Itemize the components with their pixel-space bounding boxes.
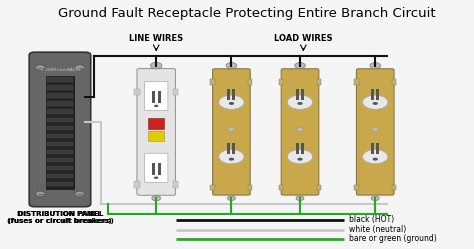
Circle shape bbox=[75, 65, 84, 70]
Circle shape bbox=[219, 150, 244, 164]
Circle shape bbox=[228, 127, 235, 131]
Circle shape bbox=[75, 191, 84, 196]
FancyBboxPatch shape bbox=[145, 81, 168, 111]
Bar bbox=[46, 85, 73, 90]
Bar bbox=[354, 185, 359, 190]
Bar bbox=[157, 163, 161, 175]
Bar bbox=[148, 131, 164, 141]
Circle shape bbox=[154, 105, 158, 107]
Bar bbox=[232, 143, 236, 154]
FancyBboxPatch shape bbox=[356, 69, 394, 195]
Circle shape bbox=[219, 95, 244, 109]
Bar bbox=[46, 166, 73, 170]
Circle shape bbox=[287, 95, 313, 109]
Bar bbox=[173, 89, 178, 95]
Bar bbox=[152, 163, 155, 175]
Bar bbox=[227, 89, 230, 100]
Bar bbox=[301, 143, 304, 154]
Bar bbox=[376, 143, 379, 154]
Bar bbox=[46, 134, 73, 138]
Circle shape bbox=[229, 102, 234, 105]
Circle shape bbox=[154, 177, 158, 179]
Text: Ground Fault Receptacle Protecting Entire Branch Circuit: Ground Fault Receptacle Protecting Entir… bbox=[58, 7, 436, 20]
Text: DISTRIBUTION PANEL
(fuses or circuit breakers): DISTRIBUTION PANEL (fuses or circuit bre… bbox=[7, 211, 113, 224]
Circle shape bbox=[363, 95, 388, 109]
Bar bbox=[134, 89, 140, 95]
Bar bbox=[46, 101, 73, 106]
Bar bbox=[392, 185, 396, 190]
Bar bbox=[317, 185, 321, 190]
Bar bbox=[248, 79, 253, 85]
Bar bbox=[248, 185, 253, 190]
Text: DISTRIBUTION PANEL
(fuses or circuit breakers): DISTRIBUTION PANEL (fuses or circuit bre… bbox=[8, 211, 112, 224]
Bar bbox=[279, 79, 283, 85]
FancyBboxPatch shape bbox=[213, 69, 250, 195]
FancyBboxPatch shape bbox=[281, 69, 319, 195]
Circle shape bbox=[36, 191, 45, 196]
Bar bbox=[46, 158, 73, 162]
Circle shape bbox=[36, 65, 45, 70]
Bar bbox=[371, 143, 374, 154]
Circle shape bbox=[297, 158, 303, 161]
Bar bbox=[46, 125, 73, 130]
Circle shape bbox=[372, 127, 379, 131]
Circle shape bbox=[228, 196, 236, 200]
Bar bbox=[46, 76, 74, 189]
Circle shape bbox=[226, 62, 237, 68]
Bar bbox=[376, 89, 379, 100]
Bar bbox=[210, 79, 215, 85]
Circle shape bbox=[287, 150, 313, 164]
FancyBboxPatch shape bbox=[137, 68, 175, 195]
Text: white (neutral): white (neutral) bbox=[349, 225, 406, 234]
Circle shape bbox=[152, 196, 161, 201]
Circle shape bbox=[297, 102, 303, 105]
FancyBboxPatch shape bbox=[145, 153, 168, 183]
Bar bbox=[173, 182, 178, 188]
Bar bbox=[279, 185, 283, 190]
Text: © 2009 InterNACHi: © 2009 InterNACHi bbox=[40, 68, 80, 72]
Circle shape bbox=[373, 102, 378, 105]
Bar bbox=[148, 118, 164, 129]
Bar bbox=[46, 77, 73, 82]
Bar bbox=[157, 91, 161, 103]
Text: bare or green (ground): bare or green (ground) bbox=[349, 234, 437, 243]
Bar bbox=[296, 89, 299, 100]
Bar bbox=[301, 89, 304, 100]
Bar bbox=[46, 150, 73, 154]
Bar bbox=[46, 93, 73, 98]
Bar bbox=[392, 79, 396, 85]
Circle shape bbox=[296, 127, 303, 131]
FancyBboxPatch shape bbox=[29, 52, 91, 207]
Circle shape bbox=[296, 196, 304, 200]
Bar bbox=[210, 185, 215, 190]
Bar bbox=[134, 182, 140, 188]
Circle shape bbox=[150, 62, 162, 69]
Circle shape bbox=[363, 150, 388, 164]
Bar bbox=[46, 110, 73, 114]
Bar bbox=[227, 143, 230, 154]
Bar bbox=[46, 182, 73, 187]
Bar bbox=[152, 91, 155, 103]
Text: LINE WIRES: LINE WIRES bbox=[129, 34, 183, 43]
Bar bbox=[371, 89, 374, 100]
Circle shape bbox=[229, 158, 234, 161]
Text: black (HOT): black (HOT) bbox=[349, 215, 394, 224]
Circle shape bbox=[371, 196, 379, 200]
Circle shape bbox=[373, 158, 378, 161]
Bar bbox=[46, 118, 73, 122]
Bar bbox=[317, 79, 321, 85]
Bar bbox=[46, 142, 73, 146]
Text: LOAD WIRES: LOAD WIRES bbox=[274, 34, 333, 43]
Bar bbox=[46, 174, 73, 178]
Bar bbox=[296, 143, 299, 154]
Bar bbox=[354, 79, 359, 85]
Circle shape bbox=[370, 62, 381, 68]
Bar bbox=[232, 89, 236, 100]
Circle shape bbox=[295, 62, 305, 68]
